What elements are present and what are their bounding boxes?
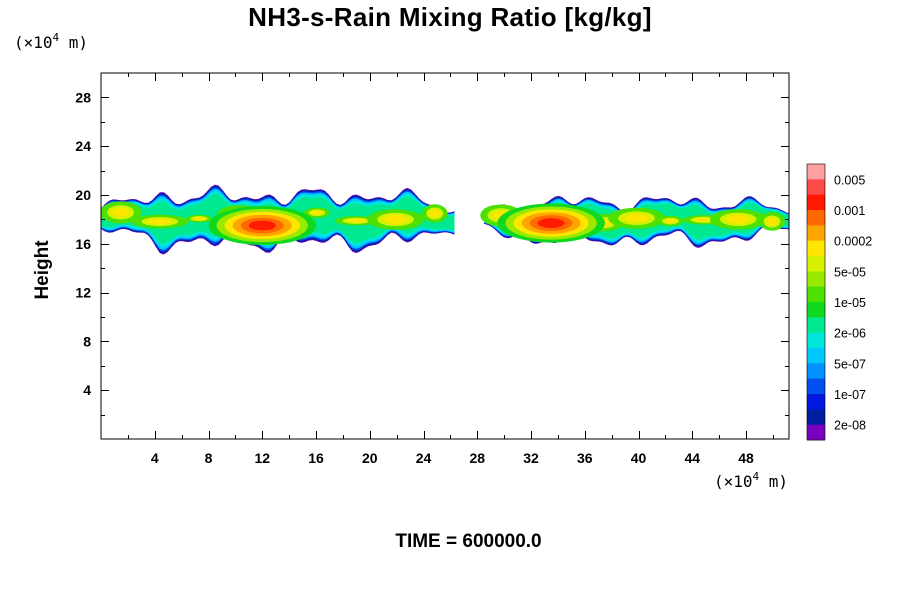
colorbar-swatch	[807, 286, 825, 303]
colorbar-swatch	[807, 409, 825, 426]
colorbar-swatch	[807, 225, 825, 242]
cloud-field	[101, 184, 789, 255]
y-tick-label: 12	[75, 285, 91, 301]
x-tick-label: 16	[308, 450, 324, 466]
cloud-core	[248, 220, 276, 231]
cloud-cell	[665, 218, 676, 224]
x-tick-label: 44	[684, 450, 700, 466]
colorbar-swatch	[807, 240, 825, 257]
colorbar-swatch	[807, 394, 825, 410]
colorbar-label: 2e-08	[834, 419, 866, 433]
colorbar-label: 1e-07	[834, 388, 866, 402]
x-axis-unit: (×104 m)	[714, 470, 789, 491]
cloud-cell	[112, 208, 129, 217]
colorbar-swatch	[807, 194, 825, 211]
x-tick-label: 32	[523, 450, 539, 466]
chart-title: NH3-s-Rain Mixing Ratio [kg/kg]	[248, 2, 652, 32]
y-tick-label: 8	[83, 333, 91, 349]
y-tick-label: 4	[83, 382, 91, 398]
cloud-cell	[311, 210, 323, 215]
x-tick-label: 20	[362, 450, 378, 466]
x-tick-label: 28	[469, 450, 485, 466]
colorbar-label: 0.0002	[834, 235, 872, 249]
cloud-cell	[148, 218, 172, 225]
colorbar-swatch	[807, 256, 825, 272]
colorbar-label: 0.001	[834, 204, 865, 218]
x-tick-label: 4	[151, 450, 159, 466]
colorbar-swatch	[807, 302, 825, 318]
colorbar-swatch	[807, 164, 825, 180]
cloud-cell	[625, 213, 648, 223]
cloud-cell	[384, 215, 407, 224]
y-axis-unit: (×104 m)	[14, 31, 89, 52]
cloud-core	[537, 218, 565, 228]
colorbar-frame	[806, 163, 826, 441]
colorbar-swatch	[807, 179, 825, 196]
cloud-cell	[726, 215, 750, 224]
colorbar-label: 5e-05	[834, 265, 866, 279]
x-tick-label: 48	[738, 450, 754, 466]
cloud-cell	[429, 209, 440, 218]
colorbar-label: 1e-05	[834, 296, 866, 310]
colorbar-swatch	[807, 317, 825, 334]
y-tick-label: 28	[75, 89, 91, 105]
y-tick-label: 16	[75, 236, 91, 252]
x-tick-label: 12	[254, 450, 270, 466]
x-tick-label: 40	[631, 450, 647, 466]
cloud-cell	[695, 217, 713, 222]
colorbar-label: 0.005	[834, 173, 865, 187]
colorbar-swatch	[807, 363, 825, 380]
colorbar-swatch	[807, 210, 825, 226]
colorbar: 0.005 0.001 0.0002 5e-05 1e-05 2e-06 5e-07 1e-0…	[806, 163, 872, 441]
y-tick-label: 20	[75, 187, 91, 203]
colorbar-swatch	[807, 332, 825, 349]
cloud-cell	[347, 218, 365, 223]
colorbar-swatch	[807, 271, 825, 288]
colorbar-label: 5e-07	[834, 357, 866, 371]
x-tick-label: 36	[577, 450, 593, 466]
time-label: TIME = 600000.0	[395, 531, 542, 552]
colorbar-swatch	[807, 378, 825, 395]
x-tick-label: 8	[205, 450, 213, 466]
plot-frame	[100, 72, 790, 440]
colorbar-swatch	[807, 348, 825, 364]
cloud-cell	[193, 217, 205, 221]
colorbar-label: 2e-06	[834, 327, 866, 341]
y-tick-label: 24	[75, 138, 91, 154]
colorbar-swatch	[807, 424, 825, 441]
cloud-cell	[766, 217, 778, 226]
x-tick-label: 24	[416, 450, 432, 466]
